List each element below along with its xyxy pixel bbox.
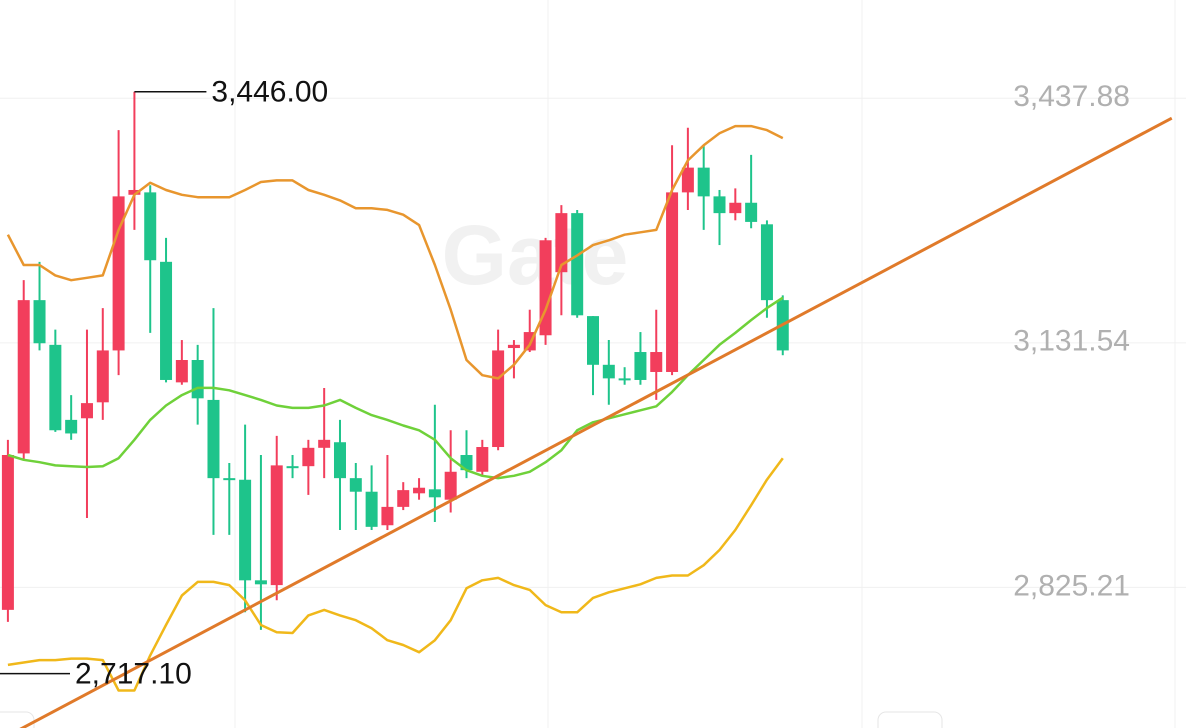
annotation-label: 2,717.10 [75,658,192,691]
candle-body [444,471,457,500]
watermark: Gate [442,208,629,302]
candle-body [128,189,141,195]
candle-body [144,192,157,261]
candle-body [745,202,758,222]
band-line [6,124,784,380]
candle-body [539,240,552,336]
candle-body [239,479,252,581]
candle-body [650,352,663,372]
candle-body [33,300,46,344]
candle-body [270,465,283,586]
candle-body [191,360,204,399]
nav-button [0,711,35,728]
candle-body [223,478,236,481]
candle-body [80,403,93,419]
candle-body [365,491,378,527]
band-line [7,296,784,480]
candle-body [349,478,362,492]
y-tick-label: 3,131.54 [1013,325,1130,358]
nav-button [877,711,943,728]
candle-body [697,167,710,197]
candle-body [618,378,631,381]
candle-body [318,439,331,448]
candle-body [17,300,30,454]
candle-body [729,202,742,214]
candle-body [634,352,647,380]
candle-body [397,490,410,507]
candle-body [65,419,78,434]
candle-body [160,261,173,380]
candle-body [666,192,679,372]
band-line [7,457,784,692]
candle-body [302,447,315,467]
y-tick-label: 3,437.88 [1013,80,1130,113]
candle-body [555,213,568,273]
candle-body [333,442,346,479]
candle-body [760,224,773,301]
candle-body [428,489,441,498]
candle-body [381,506,394,526]
candle-body [507,344,520,349]
candle-body [286,466,299,469]
candle-body [587,316,599,365]
annotation-label: 3,446.00 [211,76,328,109]
candle-body [96,350,109,403]
candle-body [571,213,584,316]
trendline [19,116,1173,728]
candle-body [476,447,489,472]
y-tick-label: 2,825.21 [1013,569,1130,602]
candle-body [207,399,220,479]
candle-body [49,344,62,431]
candle-body [492,350,505,448]
candle-body [413,487,426,494]
candle-body [1,455,14,610]
candle-body [602,364,615,379]
candle-body [254,580,267,585]
candle-body [681,167,694,193]
candle-body [713,196,726,214]
candle-body [175,360,188,383]
